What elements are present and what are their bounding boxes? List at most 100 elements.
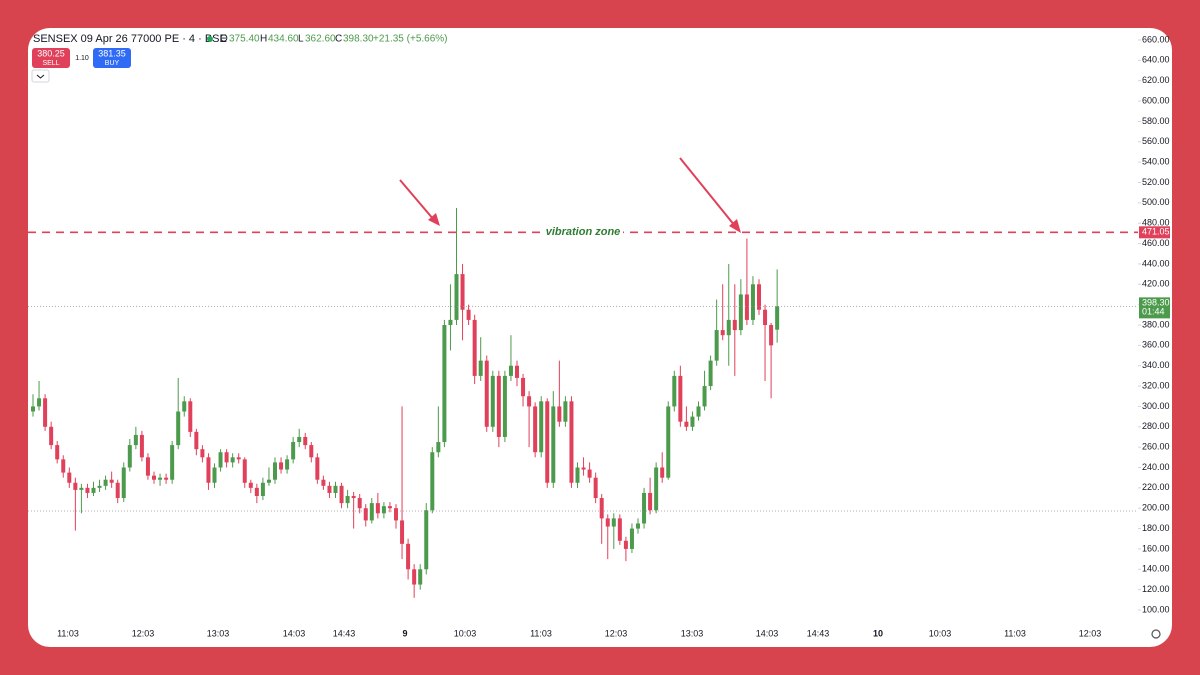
candle-body (309, 445, 314, 458)
y-tick-label: 660.00 (1142, 34, 1170, 44)
candle-body (611, 518, 616, 527)
candle-body (418, 569, 423, 585)
status-dot (207, 36, 213, 42)
candle-body (73, 482, 78, 490)
candle-body (539, 401, 544, 453)
x-tick-label: 12:03 (605, 628, 628, 638)
candle-body (254, 487, 259, 496)
y-tick-label: 460.00 (1142, 238, 1170, 248)
x-tick-label: 12:03 (1079, 628, 1102, 638)
candle-body (648, 492, 653, 511)
x-tick-label: 14:03 (283, 628, 306, 638)
x-tick-label: 14:43 (807, 628, 830, 638)
candle-body (769, 325, 774, 346)
y-tick-label: 620.00 (1142, 75, 1170, 85)
candle-body (170, 445, 175, 480)
candle-body (200, 449, 205, 458)
low-value: 362.60 (305, 34, 336, 45)
y-tick-label: 220.00 (1142, 482, 1170, 492)
candle-body (605, 518, 610, 527)
y-tick-label: 580.00 (1142, 116, 1170, 126)
candle-body (188, 401, 193, 432)
y-tick-label: 340.00 (1142, 360, 1170, 370)
candle-body (623, 540, 628, 549)
candle-body (744, 294, 749, 320)
candle-body (43, 398, 48, 427)
candle-body (218, 452, 223, 468)
h-label: H (260, 34, 267, 45)
y-tick-label: 240.00 (1142, 462, 1170, 472)
candle-body (684, 421, 689, 427)
candle-body (436, 442, 441, 453)
candle-body (260, 482, 265, 496)
candle-body (121, 467, 126, 499)
candle-body (103, 479, 108, 486)
candle-body (672, 375, 677, 407)
y-tick-label: 300.00 (1142, 401, 1170, 411)
candle-body (363, 508, 368, 521)
candle-body (164, 477, 169, 480)
candle-body (533, 406, 538, 453)
candle-body (636, 523, 640, 529)
candle-body (97, 485, 102, 488)
x-tick-label: 11:03 (57, 628, 79, 638)
arrow-head (729, 219, 741, 233)
x-tick-label: 13:03 (681, 628, 704, 638)
collapse-button[interactable] (31, 69, 50, 83)
candle-body (212, 467, 217, 483)
candle-body (91, 487, 96, 493)
arrow (399, 179, 435, 221)
candle-body (757, 284, 761, 310)
x-tick-label: 10 (873, 628, 883, 638)
zone-text: vibration zone (546, 226, 621, 238)
x-tick-label: 10:03 (929, 628, 952, 638)
candle-body (575, 467, 580, 483)
arrow-head (428, 213, 440, 226)
candle-body (563, 401, 568, 422)
settings-icon[interactable] (1151, 629, 1161, 639)
candle-body (387, 506, 392, 509)
candle-body (158, 477, 163, 480)
candle-body (139, 434, 144, 458)
candle-body (642, 492, 647, 524)
price-badge-value: 398.30 (1142, 298, 1170, 308)
sell-label: SELL (42, 60, 59, 67)
y-tick-label: 200.00 (1142, 503, 1170, 513)
y-tick-label: 160.00 (1142, 543, 1170, 553)
candle-body (49, 426, 54, 446)
zone-badge (1139, 226, 1170, 239)
candle-body (412, 569, 417, 585)
buy-button[interactable] (93, 48, 131, 68)
candle-body (545, 401, 550, 483)
candle-body (454, 274, 459, 320)
candle-body (327, 485, 332, 493)
sell-button[interactable] (32, 48, 70, 68)
candle-body (472, 319, 477, 376)
zone-badge-value: 471.05 (1142, 227, 1170, 237)
candle-body (266, 479, 271, 483)
candle-body (400, 520, 405, 544)
candle-body (527, 396, 532, 407)
arrow (679, 157, 736, 227)
candle-body (442, 325, 447, 443)
y-tick-label: 420.00 (1142, 279, 1170, 289)
candle-body (67, 472, 72, 483)
candle-body (714, 330, 719, 361)
candle-body (496, 375, 501, 437)
candle-body (521, 377, 526, 397)
candle-body (333, 485, 338, 493)
candle-body (587, 469, 592, 478)
y-tick-label: 440.00 (1142, 258, 1170, 268)
candle-body (424, 510, 429, 570)
candle-body (37, 398, 42, 407)
candle-body (551, 406, 556, 483)
candle-body (763, 309, 768, 325)
candle-body (394, 508, 398, 521)
x-tick-label: 10:03 (454, 628, 477, 638)
candle-body (31, 406, 35, 412)
candle-body (194, 431, 199, 450)
l-label: L (298, 34, 304, 45)
candle-body (599, 498, 604, 519)
candle-body (660, 467, 665, 478)
